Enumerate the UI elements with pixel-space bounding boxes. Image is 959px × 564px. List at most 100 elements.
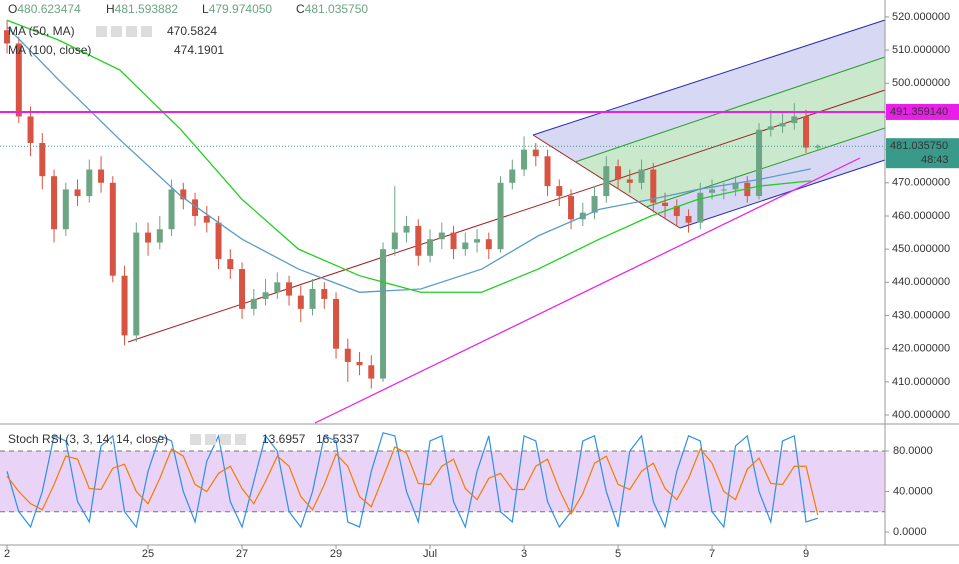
plot [0,19,885,529]
candle-body [333,298,340,349]
candle-body [15,43,22,117]
button[interactable] [111,26,122,37]
candle-body [720,189,727,191]
stoch-band [0,451,885,512]
price-label: 481.035750 [890,140,948,152]
prefix: C [296,2,305,16]
candle-body [368,365,375,379]
ma50-buttons[interactable] [96,26,152,37]
stoch-line [6,446,819,516]
candle-body [98,169,105,183]
candle-body [145,232,152,243]
hline-label: 491.359140 [890,106,948,118]
candle-body [803,116,810,148]
candle-body [380,249,387,379]
candle-body [603,166,610,197]
stoch-buttons[interactable] [190,434,246,445]
stoch-name: Stoch RSI (3, 3, 14, 14, close) [8,432,168,446]
candle-body [215,222,222,260]
x-tick-label: Jul [423,548,437,560]
value: 481.593882 [115,2,179,16]
candle-body [474,239,481,243]
button[interactable] [190,434,201,445]
button[interactable] [126,26,137,37]
candle-body [521,149,528,170]
candle-body [321,288,328,299]
channel-upper [574,56,886,163]
candle-body [356,361,363,366]
candle-body [709,189,716,193]
candle-body [27,116,34,143]
value: 481.035750 [305,2,369,16]
candle-body [344,348,351,362]
x-tick-label: 25 [142,548,154,560]
candle-body [450,232,457,250]
ohlc-low: L479.974050 [202,2,272,16]
candle-body [697,192,704,223]
candle-body [262,292,269,299]
candle-body [227,259,234,270]
moving-average [6,26,811,293]
candle-body [403,225,410,233]
y-tick-label: 440.000000 [892,276,950,288]
candle-body [779,123,786,127]
candle-body [497,182,504,250]
candle-body [638,169,645,183]
moving-average [6,19,811,293]
y-tick-label: 420.000000 [892,343,950,355]
candle-body [156,229,163,243]
ma100-value: 474.1901 [174,43,224,57]
x-tick-label: 7 [709,548,715,560]
candle-body [309,288,316,309]
y-tick-label: 400.000000 [892,409,950,421]
candle-body [544,156,551,187]
y-tick-label: 500.000000 [892,77,950,89]
candle-body [286,282,293,296]
y-tick-label: 470.000000 [892,177,950,189]
stoch-y-tick-label: 80.0000 [893,445,933,457]
x-tick-label: 5 [615,548,621,560]
x-tick-label: 3 [521,548,527,560]
candle-body [109,182,116,276]
candle-body [791,116,798,124]
channel-inner-fill [575,57,885,207]
ma50-value: 470.5824 [167,24,217,38]
prefix: L [202,2,209,16]
candle-body [438,232,445,240]
ohlc-close: C481.035750 [296,2,368,16]
stoch-d-value: 16.5337 [316,432,360,446]
value: 479.974050 [209,2,273,16]
button[interactable] [205,434,216,445]
candle-body [591,196,598,213]
candle-body [626,179,633,183]
candle-body [86,169,93,197]
candle-body [391,232,398,250]
x-tick-label: 29 [330,548,342,560]
x-tick-label: 9 [803,548,809,560]
candle-body [180,189,187,200]
candle-body [297,295,304,309]
y-tick-label: 460.000000 [892,210,950,222]
candle-body [274,282,281,293]
channel-lower [645,127,886,208]
price-label-bg [886,138,959,169]
channel-top [532,19,886,136]
x-tick-label: 2 [4,548,10,560]
candle-body [39,142,46,177]
button[interactable] [220,434,231,445]
candle-body [415,225,422,256]
y-tick-label: 510.000000 [892,44,950,56]
candle-body [568,196,575,220]
ma50-name: MA (50, MA) [8,24,75,38]
channel-bottom [679,159,886,229]
candle-body [814,146,821,148]
button[interactable] [141,26,152,37]
button[interactable] [235,434,246,445]
ma100-name: MA (100, close) [8,43,91,57]
candle-body [650,169,657,203]
candle-body [744,182,751,197]
stoch-y-tick-label: 0.0000 [893,526,927,538]
button[interactable] [96,26,107,37]
candle-body [767,126,774,130]
